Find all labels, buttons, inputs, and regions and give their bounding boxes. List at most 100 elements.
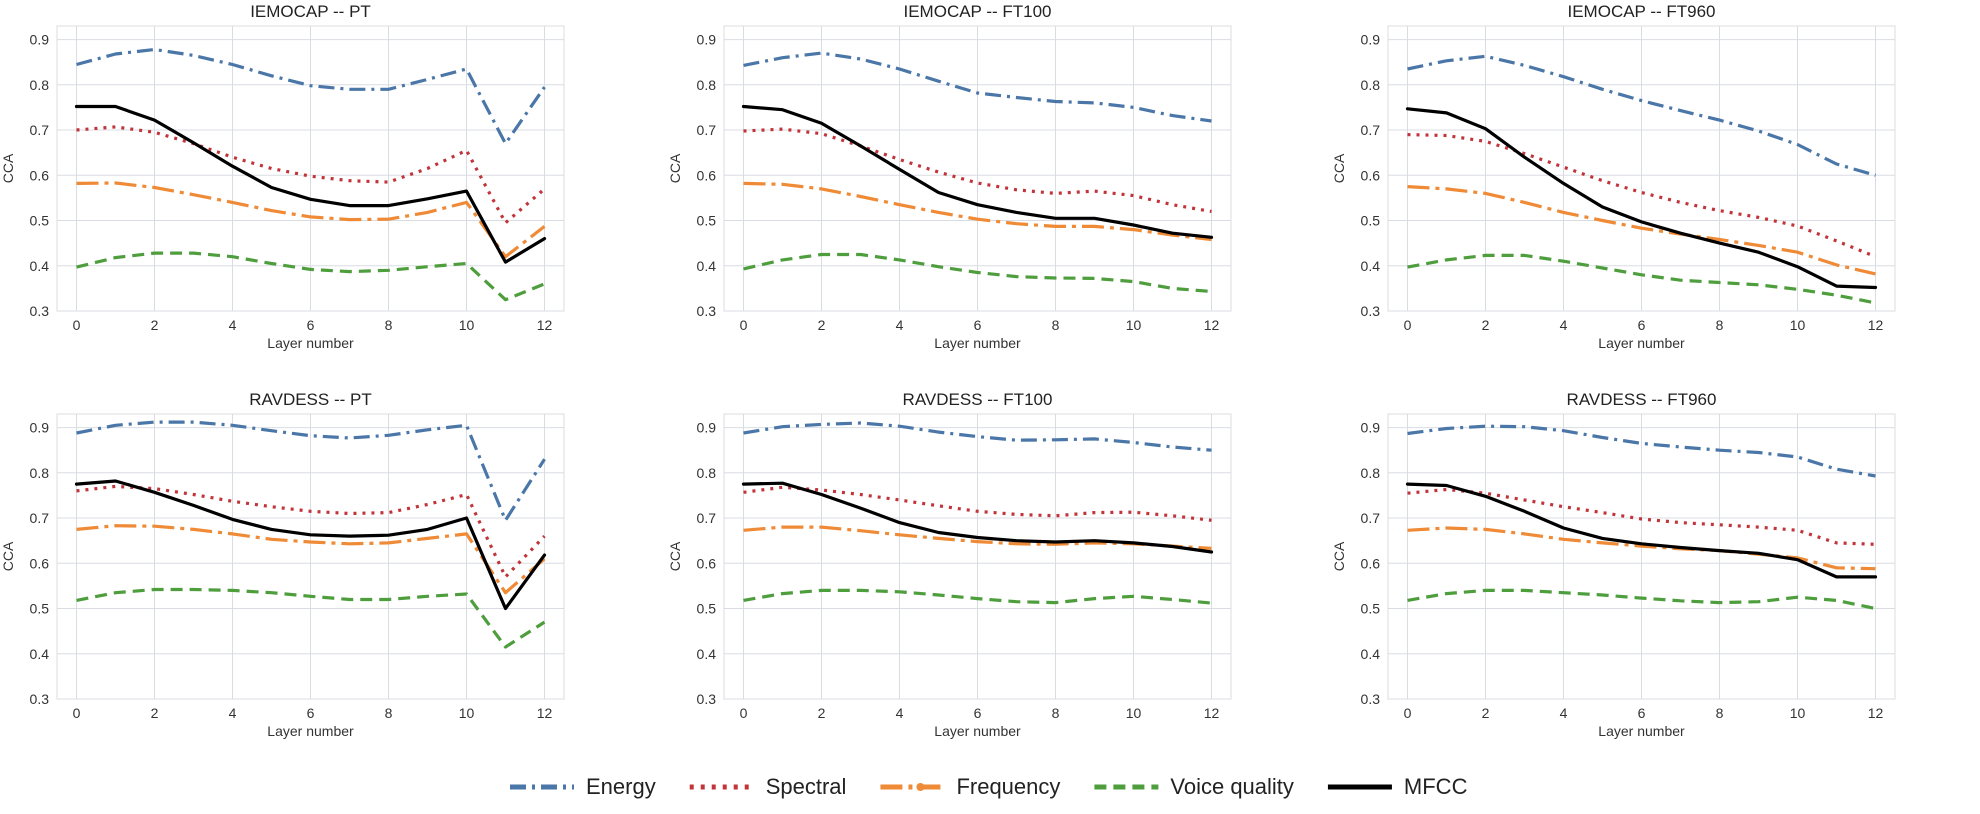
x-tick-label: 8 bbox=[385, 705, 393, 721]
y-tick-label: 0.8 bbox=[30, 465, 50, 481]
panel-title: IEMOCAP -- FT100 bbox=[904, 2, 1052, 21]
x-tick-label: 8 bbox=[1052, 705, 1060, 721]
series-mfcc bbox=[1405, 482, 1878, 579]
x-tick-label: 2 bbox=[1482, 705, 1490, 721]
panels: 0.3 0.4 0.5 0.6 0.7 0.8 0.9 0 2 4 6 8 10 12 IEMOCAP --… bbox=[0, 2, 1896, 739]
x-tick-label: 10 bbox=[459, 317, 475, 333]
x-tick-label: 0 bbox=[73, 705, 81, 721]
y-tick-label: 0.3 bbox=[697, 691, 717, 707]
y-tick-label: 0.7 bbox=[697, 510, 717, 526]
x-tick-label: 12 bbox=[1868, 705, 1884, 721]
x-tick-label: 10 bbox=[459, 705, 475, 721]
x-tick-label: 2 bbox=[818, 317, 826, 333]
panel-title: RAVDESS -- FT960 bbox=[1567, 390, 1717, 409]
series-mfcc bbox=[1405, 107, 1878, 290]
y-tick-label: 0.5 bbox=[30, 601, 50, 617]
series-spectral bbox=[76, 484, 546, 579]
x-axis-label: Layer number bbox=[1598, 723, 1685, 739]
legend-label: Spectral bbox=[766, 774, 847, 799]
series-voice-quality bbox=[1407, 588, 1876, 611]
y-axis-label: CCA bbox=[1331, 541, 1347, 571]
y-tick-label: 0.4 bbox=[1361, 646, 1381, 662]
x-tick-label: 4 bbox=[896, 705, 904, 721]
legend-item-mfcc: MFCC bbox=[1327, 774, 1468, 799]
legend-label: MFCC bbox=[1404, 774, 1468, 799]
legend-label: Energy bbox=[586, 774, 656, 799]
x-tick-label: 8 bbox=[385, 317, 393, 333]
legend-item-voice-quality: Voice quality bbox=[1094, 774, 1294, 799]
y-tick-label: 0.7 bbox=[30, 122, 50, 138]
series-voice-quality bbox=[743, 252, 1212, 294]
y-tick-label: 0.3 bbox=[1361, 691, 1381, 707]
y-tick-label: 0.3 bbox=[1361, 303, 1381, 319]
y-tick-label: 0.9 bbox=[1361, 32, 1381, 48]
y-tick-label: 0.8 bbox=[697, 465, 717, 481]
series-frequency bbox=[743, 181, 1212, 242]
legend: Energy Spectral Frequency Voice quality MFCC bbox=[510, 774, 1468, 799]
x-tick-label: 4 bbox=[896, 317, 904, 333]
x-tick-label: 0 bbox=[73, 317, 81, 333]
series-voice-quality bbox=[743, 588, 1212, 605]
series-energy bbox=[1407, 54, 1876, 177]
y-tick-label: 0.8 bbox=[1361, 77, 1381, 93]
x-tick-label: 10 bbox=[1126, 317, 1142, 333]
x-tick-label: 8 bbox=[1716, 317, 1724, 333]
panel-ravdess-ft100: 0.3 0.4 0.5 0.6 0.7 0.8 0.9 0 2 4 6 8 10 12 RAVDESS --… bbox=[667, 390, 1232, 739]
legend-item-frequency: Frequency bbox=[880, 774, 1060, 799]
x-tick-label: 0 bbox=[740, 317, 748, 333]
series-frequency bbox=[76, 181, 546, 259]
series-spectral bbox=[1407, 487, 1876, 546]
y-tick-label: 0.5 bbox=[697, 601, 717, 617]
series-mfcc bbox=[741, 104, 1214, 239]
x-tick-label: 0 bbox=[1404, 705, 1412, 721]
panel-title: IEMOCAP -- FT960 bbox=[1568, 2, 1716, 21]
x-tick-label: 10 bbox=[1790, 317, 1806, 333]
y-tick-label: 0.4 bbox=[697, 258, 717, 274]
x-tick-label: 2 bbox=[151, 705, 159, 721]
x-axis-label: Layer number bbox=[934, 723, 1021, 739]
y-tick-label: 0.4 bbox=[30, 646, 50, 662]
y-tick-label: 0.9 bbox=[30, 420, 50, 436]
y-tick-label: 0.5 bbox=[697, 213, 717, 229]
x-tick-label: 10 bbox=[1790, 705, 1806, 721]
series-frequency bbox=[76, 524, 546, 595]
series-mfcc bbox=[741, 481, 1214, 554]
x-tick-label: 4 bbox=[1560, 317, 1568, 333]
legend-label: Frequency bbox=[956, 774, 1060, 799]
y-axis-label: CCA bbox=[0, 153, 16, 183]
panel-ravdess-ft960: 0.3 0.4 0.5 0.6 0.7 0.8 0.9 0 2 4 6 8 10 12 RAVDESS --… bbox=[1331, 390, 1896, 739]
series-voice-quality bbox=[76, 251, 546, 302]
x-tick-label: 8 bbox=[1052, 317, 1060, 333]
y-tick-label: 0.6 bbox=[697, 555, 717, 571]
x-tick-label: 12 bbox=[537, 705, 553, 721]
y-axis-label: CCA bbox=[1331, 153, 1347, 183]
x-tick-label: 2 bbox=[818, 705, 826, 721]
x-axis-label: Layer number bbox=[934, 335, 1021, 351]
legend-marker bbox=[916, 783, 925, 791]
series-energy bbox=[743, 51, 1212, 123]
y-tick-label: 0.3 bbox=[30, 303, 50, 319]
x-tick-label: 12 bbox=[537, 317, 553, 333]
y-tick-label: 0.5 bbox=[1361, 213, 1381, 229]
panel-title: RAVDESS -- FT100 bbox=[903, 390, 1053, 409]
x-tick-label: 8 bbox=[1716, 705, 1724, 721]
x-tick-label: 2 bbox=[1482, 317, 1490, 333]
panel-iemocap-pt: 0.3 0.4 0.5 0.6 0.7 0.8 0.9 0 2 4 6 8 10 12 IEMOCAP --… bbox=[0, 2, 565, 351]
x-tick-label: 6 bbox=[307, 705, 315, 721]
series-voice-quality bbox=[76, 587, 546, 649]
x-tick-label: 4 bbox=[229, 317, 237, 333]
x-tick-label: 4 bbox=[1560, 705, 1568, 721]
y-tick-label: 0.9 bbox=[30, 32, 50, 48]
x-axis-label: Layer number bbox=[267, 335, 354, 351]
panel-iemocap-ft100: 0.3 0.4 0.5 0.6 0.7 0.8 0.9 0 2 4 6 8 10 12 IEMOCAP --… bbox=[667, 2, 1232, 351]
series-energy bbox=[76, 47, 546, 146]
y-tick-label: 0.9 bbox=[697, 32, 717, 48]
y-tick-label: 0.8 bbox=[697, 77, 717, 93]
y-axis-label: CCA bbox=[0, 541, 16, 571]
series-spectral bbox=[743, 485, 1212, 522]
y-tick-label: 0.5 bbox=[1361, 601, 1381, 617]
y-tick-label: 0.4 bbox=[697, 646, 717, 662]
y-tick-label: 0.9 bbox=[697, 420, 717, 436]
y-tick-label: 0.8 bbox=[1361, 465, 1381, 481]
